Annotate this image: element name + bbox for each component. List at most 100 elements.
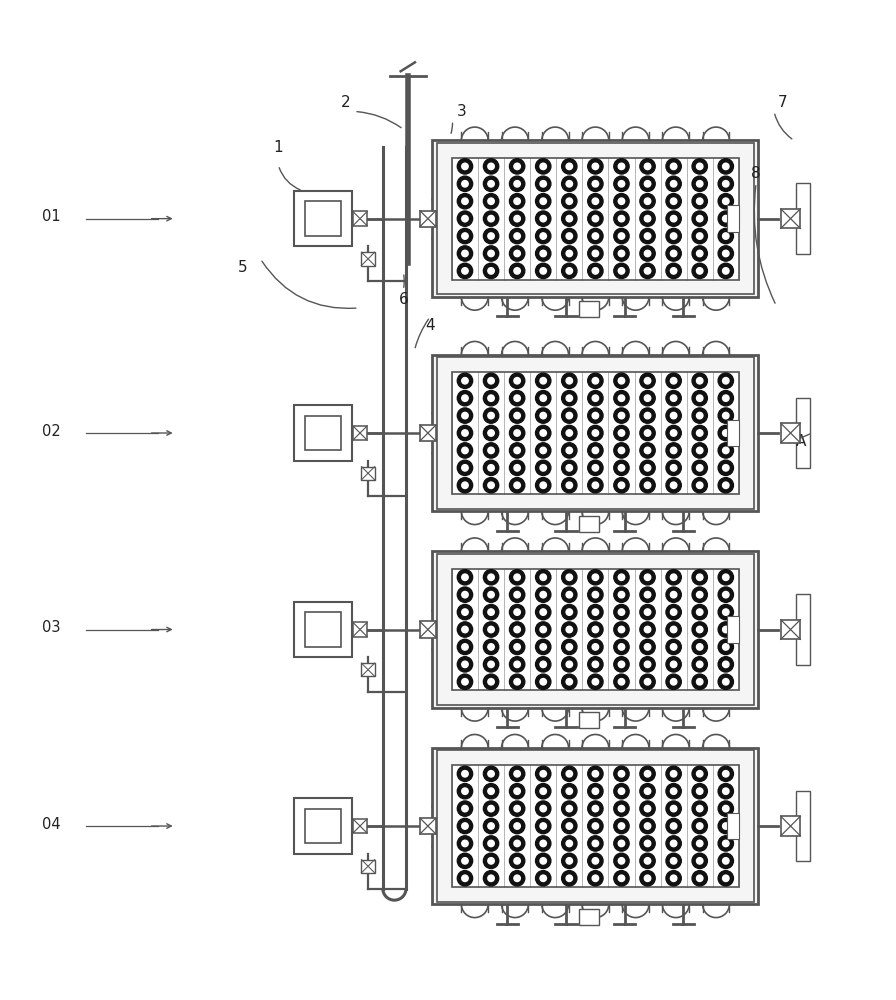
Circle shape — [614, 622, 629, 637]
Bar — [452, 372, 739, 494]
Circle shape — [718, 159, 734, 174]
Circle shape — [718, 246, 734, 261]
Circle shape — [461, 574, 469, 580]
Circle shape — [592, 233, 599, 239]
Circle shape — [487, 840, 495, 847]
Circle shape — [722, 465, 729, 471]
Circle shape — [514, 215, 521, 222]
Circle shape — [666, 818, 681, 834]
Bar — [437, 750, 754, 902]
Circle shape — [614, 784, 629, 799]
Circle shape — [514, 395, 521, 401]
Circle shape — [483, 836, 499, 851]
Circle shape — [718, 194, 734, 209]
Circle shape — [718, 639, 734, 655]
Circle shape — [457, 263, 472, 279]
Circle shape — [666, 836, 681, 851]
Circle shape — [614, 391, 629, 406]
Bar — [294, 191, 352, 246]
Circle shape — [718, 766, 734, 781]
Circle shape — [670, 788, 676, 794]
Bar — [452, 765, 739, 887]
Circle shape — [487, 163, 495, 170]
Circle shape — [540, 875, 547, 881]
Circle shape — [644, 412, 650, 419]
Circle shape — [562, 622, 577, 637]
Circle shape — [718, 604, 734, 620]
Circle shape — [618, 430, 625, 436]
Circle shape — [722, 430, 729, 436]
Circle shape — [536, 871, 551, 886]
Circle shape — [618, 788, 625, 794]
Circle shape — [461, 609, 469, 615]
Circle shape — [718, 836, 734, 851]
Circle shape — [588, 818, 603, 834]
Circle shape — [514, 250, 521, 257]
Circle shape — [483, 211, 499, 226]
Circle shape — [722, 574, 729, 580]
Circle shape — [536, 460, 551, 476]
Circle shape — [536, 570, 551, 585]
Circle shape — [588, 587, 603, 602]
Circle shape — [562, 766, 577, 781]
Circle shape — [718, 263, 734, 279]
Circle shape — [514, 412, 521, 419]
Circle shape — [461, 661, 469, 668]
Circle shape — [722, 661, 729, 668]
Circle shape — [461, 771, 469, 777]
Circle shape — [592, 482, 599, 488]
Circle shape — [536, 604, 551, 620]
Circle shape — [588, 657, 603, 672]
Circle shape — [722, 626, 729, 633]
Circle shape — [487, 644, 495, 650]
Circle shape — [614, 853, 629, 869]
Circle shape — [640, 246, 655, 261]
Text: 2: 2 — [340, 95, 350, 110]
Circle shape — [644, 875, 650, 881]
Circle shape — [722, 875, 729, 881]
Circle shape — [457, 443, 472, 458]
Circle shape — [618, 609, 625, 615]
Circle shape — [536, 587, 551, 602]
Circle shape — [644, 644, 650, 650]
Circle shape — [644, 163, 650, 170]
Circle shape — [566, 181, 573, 187]
Circle shape — [588, 639, 603, 655]
Text: 6: 6 — [399, 292, 409, 307]
Circle shape — [457, 570, 472, 585]
Circle shape — [692, 211, 707, 226]
Circle shape — [562, 373, 577, 388]
Circle shape — [536, 176, 551, 191]
Circle shape — [540, 679, 547, 685]
Circle shape — [536, 639, 551, 655]
Circle shape — [540, 412, 547, 419]
Circle shape — [540, 268, 547, 274]
Bar — [305, 809, 341, 843]
Circle shape — [536, 425, 551, 441]
Circle shape — [540, 447, 547, 454]
Circle shape — [540, 378, 547, 384]
Circle shape — [666, 263, 681, 279]
Circle shape — [592, 198, 599, 204]
Circle shape — [536, 784, 551, 799]
Circle shape — [670, 626, 676, 633]
Circle shape — [483, 674, 499, 689]
Circle shape — [514, 661, 521, 668]
Circle shape — [457, 228, 472, 244]
Circle shape — [614, 570, 629, 585]
Circle shape — [461, 447, 469, 454]
Text: 5: 5 — [237, 260, 247, 275]
Circle shape — [722, 198, 729, 204]
Circle shape — [692, 570, 707, 585]
Circle shape — [618, 771, 625, 777]
Circle shape — [514, 430, 521, 436]
Circle shape — [592, 771, 599, 777]
Circle shape — [487, 858, 495, 864]
Bar — [796, 183, 810, 254]
Circle shape — [457, 408, 472, 423]
Circle shape — [510, 853, 525, 869]
Circle shape — [457, 587, 472, 602]
Text: A: A — [796, 434, 806, 449]
Circle shape — [566, 661, 573, 668]
Circle shape — [718, 478, 734, 493]
